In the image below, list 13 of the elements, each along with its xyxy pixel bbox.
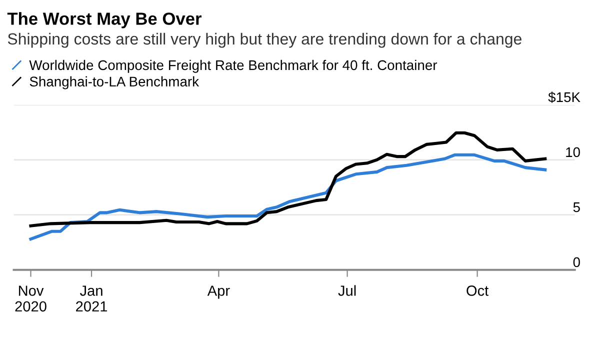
x-tick-label: Nov 2020	[15, 286, 46, 312]
x-tick-label: Jul	[338, 285, 356, 296]
x-tick-label: Apr	[207, 286, 230, 299]
x-tick-label: Oct	[466, 286, 489, 296]
legend-label: Worldwide Composite Freight Rate Benchmark for 40 ft. Container	[29, 60, 438, 73]
chart-title: The Worst May Be Over	[7, 12, 202, 28]
y-tick-label: 5	[573, 202, 580, 212]
chart-subtitle: Shipping costs are still very high but they are trending down for a change	[8, 32, 522, 48]
x-tick-label: Jan 2021	[76, 286, 108, 312]
legend-label: Shanghai-to-LA Benchmark	[30, 76, 200, 90]
y-tick-label: 0	[573, 257, 580, 268]
y-tick-label: 10	[566, 147, 580, 158]
y-tick-label: $15K	[548, 92, 580, 103]
